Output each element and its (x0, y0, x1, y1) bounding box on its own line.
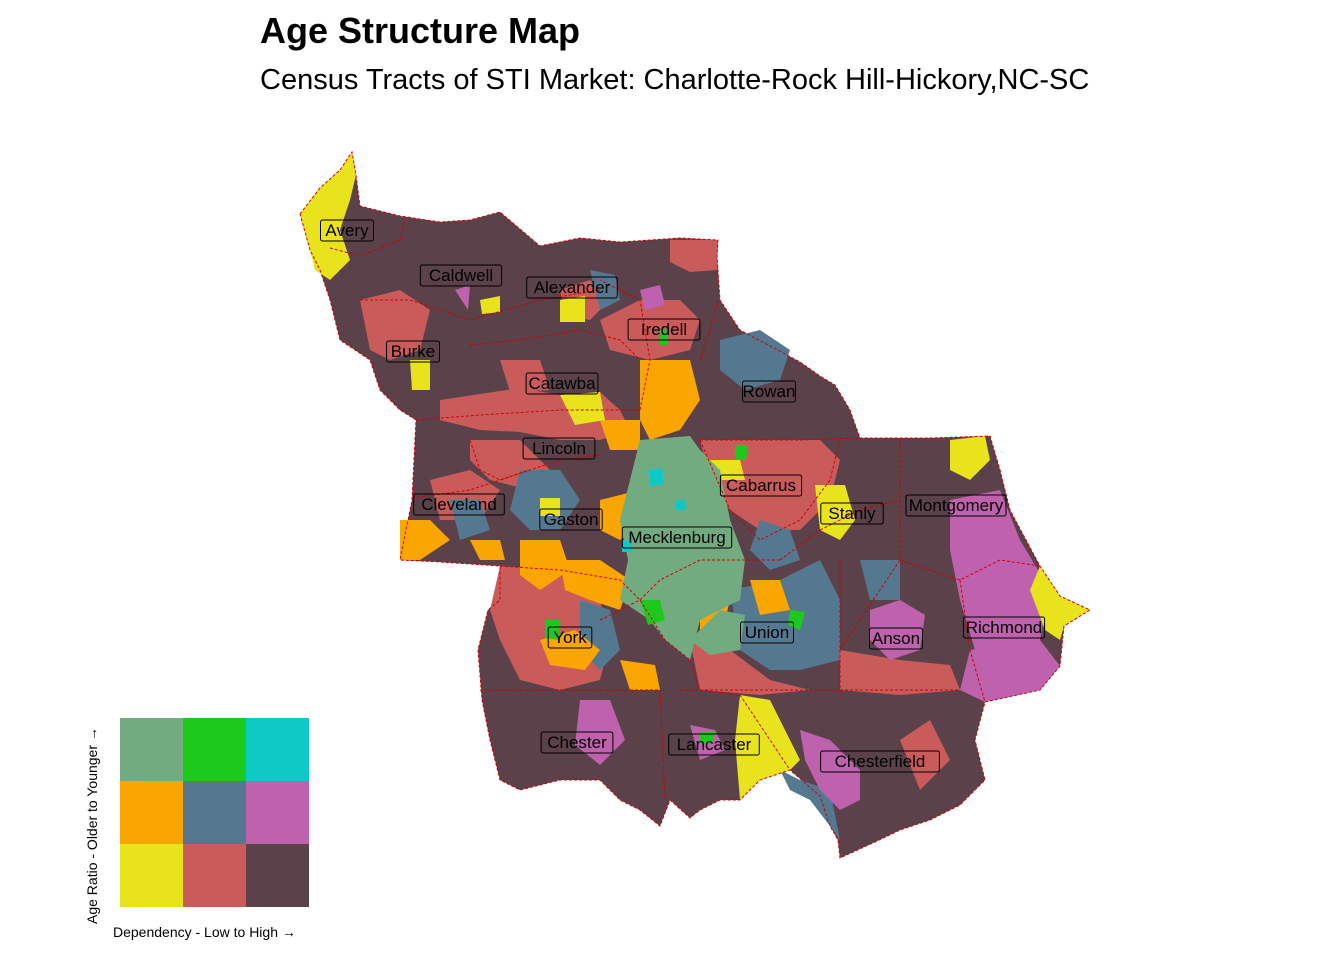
county-label-rowan: Rowan (742, 380, 796, 403)
county-label-box (525, 372, 599, 395)
county-label-text: Montgomery (909, 496, 1004, 515)
county-label-gaston: Gaston (539, 508, 603, 531)
county-label-text: Chesterfield (835, 752, 926, 771)
county-label-box (742, 380, 796, 403)
county-label-text: Anson (872, 629, 920, 648)
county-label-text: Rowan (743, 382, 796, 401)
county-label-cabarrus: Cabarrus (719, 474, 803, 497)
tracts-sage-south (690, 610, 745, 655)
legend-cell-r1-c2 (246, 781, 309, 844)
county-label-text: Cleveland (421, 495, 497, 514)
county-label-catawba: Catawba (525, 372, 599, 395)
tracts-cyan (622, 468, 686, 552)
county-label-box (905, 494, 1007, 517)
county-label-iredell: Iredell (627, 318, 701, 341)
county-label-box (522, 437, 596, 460)
county-label-anson: Anson (869, 627, 923, 650)
county-label-box (320, 219, 374, 242)
county-label-text: York (553, 628, 587, 647)
county-label-text: Burke (391, 342, 435, 361)
county-label-york: York (547, 626, 593, 649)
county-label-box (547, 626, 593, 649)
county-label-union: Union (740, 621, 794, 644)
legend-cell-r2-c0 (120, 844, 183, 907)
county-label-cleveland: Cleveland (413, 493, 505, 516)
legend-cell-r0-c2 (246, 718, 309, 781)
tracts-green (545, 330, 805, 744)
county-label-box (668, 733, 760, 756)
county-label-richmond: Richmond (962, 616, 1046, 639)
county-label-montgomery: Montgomery (905, 494, 1007, 517)
county-label-box (820, 502, 884, 525)
county-label-caldwell: Caldwell (419, 264, 503, 287)
legend-cell-r1-c1 (183, 781, 246, 844)
county-label-text: Stanly (828, 504, 876, 523)
county-label-box (740, 621, 794, 644)
county-label-box (526, 276, 618, 299)
county-label-text: Chester (547, 733, 607, 752)
county-label-text: Lincoln (532, 439, 586, 458)
county-label-chesterfield: Chesterfield (820, 750, 940, 773)
county-label-text: Caldwell (429, 266, 493, 285)
county-label-box (539, 508, 603, 531)
map-title: Age Structure Map (260, 10, 581, 51)
legend-cell-r2-c1 (183, 844, 246, 907)
county-label-mecklenburg: Mecklenburg (621, 526, 733, 549)
legend-cell-r1-c0 (120, 781, 183, 844)
county-label-avery: Avery (320, 219, 374, 242)
county-label-box (719, 474, 803, 497)
county-label-box (621, 526, 733, 549)
county-label-text: Iredell (641, 320, 687, 339)
county-label-chester: Chester (540, 731, 614, 754)
county-boundaries (299, 150, 1092, 859)
county-label-burke: Burke (386, 340, 440, 363)
county-label-text: Lancaster (677, 735, 752, 754)
legend-cell-r0-c0 (120, 718, 183, 781)
county-label-lincoln: Lincoln (522, 437, 596, 460)
county-label-box (386, 340, 440, 363)
county-label-box (869, 627, 923, 650)
county-label-text: Alexander (534, 278, 611, 297)
county-label-text: Avery (325, 221, 369, 240)
map-subtitle: Census Tracts of STI Market: Charlotte-R… (260, 64, 1090, 96)
county-label-text: Catawba (528, 374, 596, 393)
county-label-lancaster: Lancaster (668, 733, 760, 756)
county-label-stanly: Stanly (820, 502, 884, 525)
county-label-box (413, 493, 505, 516)
county-label-box (540, 731, 614, 754)
county-label-text: Gaston (544, 510, 599, 529)
county-label-text: Cabarrus (726, 476, 796, 495)
legend-cell-r2-c2 (246, 844, 309, 907)
legend-cell-r0-c1 (183, 718, 246, 781)
county-label-box (962, 616, 1046, 639)
county-label-box (419, 264, 503, 287)
county-label-box (820, 750, 940, 773)
legend-grid (120, 718, 309, 907)
county-label-text: Richmond (966, 618, 1043, 637)
legend-x-label: Dependency - Low to High → (113, 924, 296, 940)
county-label-box (627, 318, 701, 341)
county-label-alexander: Alexander (526, 276, 618, 299)
county-label-text: Union (745, 623, 789, 642)
legend-y-label: Age Ratio - Older to Younger → (84, 727, 100, 924)
county-label-text: Mecklenburg (628, 528, 725, 547)
county-labels: Avery Caldwell Alexander Iredell Burke Catawb… (320, 219, 1046, 773)
